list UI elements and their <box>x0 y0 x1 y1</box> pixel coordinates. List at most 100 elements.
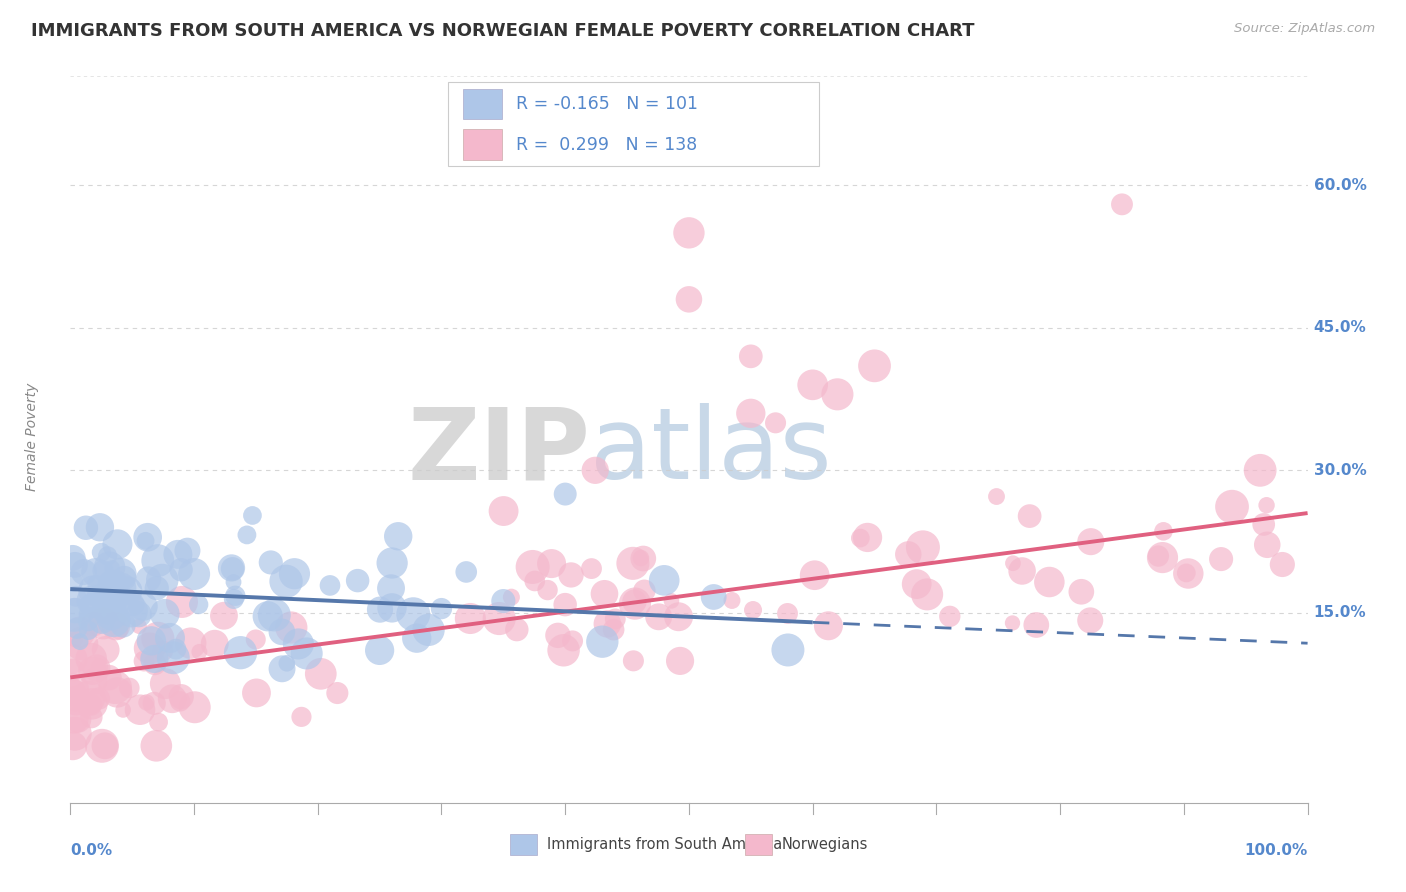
Point <box>630 551 652 566</box>
Point <box>290 710 312 724</box>
Point <box>326 686 349 700</box>
Point <box>82 583 104 598</box>
Point <box>742 603 765 617</box>
Point <box>75 521 97 535</box>
Point <box>1253 517 1275 532</box>
Point <box>593 587 616 601</box>
Point <box>368 643 391 657</box>
Point <box>65 632 87 647</box>
Point <box>827 387 849 401</box>
Point <box>915 587 938 601</box>
Point <box>222 575 245 590</box>
Bar <box>745 833 772 855</box>
Point <box>381 600 404 615</box>
Point <box>103 578 125 592</box>
Text: 30.0%: 30.0% <box>1313 463 1367 478</box>
Point <box>1152 550 1174 565</box>
Point <box>63 713 86 727</box>
Point <box>153 607 176 621</box>
Point <box>581 561 603 575</box>
Point <box>501 590 523 604</box>
Bar <box>463 129 502 160</box>
Point <box>167 547 190 561</box>
Point <box>96 586 118 600</box>
Text: atlas: atlas <box>591 403 831 500</box>
Point <box>668 609 690 624</box>
Point <box>183 567 205 582</box>
Point <box>260 556 283 570</box>
Point <box>91 594 114 608</box>
Point <box>82 599 104 613</box>
Point <box>162 650 184 665</box>
Point <box>69 634 91 648</box>
Point <box>381 556 404 570</box>
Point <box>104 680 127 694</box>
Point <box>65 589 87 603</box>
Point <box>143 697 166 711</box>
Point <box>120 604 142 618</box>
Point <box>62 682 84 697</box>
Point <box>87 691 110 706</box>
FancyBboxPatch shape <box>447 82 818 167</box>
Point <box>83 674 105 689</box>
Point <box>295 647 318 661</box>
Point <box>152 644 174 658</box>
Text: R = -0.165   N = 101: R = -0.165 N = 101 <box>516 95 697 113</box>
Point <box>721 593 744 607</box>
Point <box>180 636 202 650</box>
Point <box>911 541 934 555</box>
Point <box>245 686 267 700</box>
Point <box>256 609 278 624</box>
Point <box>863 359 886 373</box>
Point <box>62 683 84 698</box>
Point <box>229 646 252 660</box>
Point <box>62 652 84 666</box>
Point <box>90 545 112 559</box>
Point <box>62 550 84 565</box>
Point <box>561 634 583 648</box>
Point <box>135 695 157 709</box>
Point <box>63 727 86 741</box>
Point <box>145 581 167 595</box>
Point <box>1256 498 1278 512</box>
Point <box>418 623 440 637</box>
Point <box>135 533 157 548</box>
Point <box>583 463 606 477</box>
Point <box>66 621 89 635</box>
Point <box>1111 197 1133 211</box>
Point <box>1080 534 1102 549</box>
Point <box>129 703 152 717</box>
Point <box>69 625 91 640</box>
Text: IMMIGRANTS FROM SOUTH AMERICA VS NORWEGIAN FEMALE POVERTY CORRELATION CHART: IMMIGRANTS FROM SOUTH AMERICA VS NORWEGI… <box>31 22 974 40</box>
Point <box>97 574 120 588</box>
Point <box>146 553 169 567</box>
Point <box>98 560 121 574</box>
Text: Norwegians: Norwegians <box>782 837 868 852</box>
Point <box>165 642 187 657</box>
Text: R =  0.299   N = 138: R = 0.299 N = 138 <box>516 136 697 153</box>
Point <box>108 624 131 638</box>
Point <box>1249 463 1271 477</box>
Point <box>492 594 515 608</box>
Point <box>141 633 163 648</box>
Point <box>80 710 103 724</box>
Point <box>492 504 515 518</box>
Point <box>856 531 879 545</box>
Point <box>65 604 87 618</box>
Point <box>633 583 655 598</box>
Point <box>146 632 169 646</box>
Point <box>84 566 107 580</box>
Point <box>623 654 645 668</box>
Point <box>669 654 692 668</box>
Point <box>222 591 245 606</box>
Text: 45.0%: 45.0% <box>1313 320 1367 335</box>
Point <box>647 609 669 624</box>
Point <box>221 562 243 576</box>
Point <box>488 611 510 625</box>
Point <box>77 624 100 638</box>
Point <box>118 681 141 695</box>
Point <box>905 577 928 591</box>
Point <box>96 602 118 616</box>
Point <box>121 597 143 611</box>
Point <box>765 416 787 430</box>
